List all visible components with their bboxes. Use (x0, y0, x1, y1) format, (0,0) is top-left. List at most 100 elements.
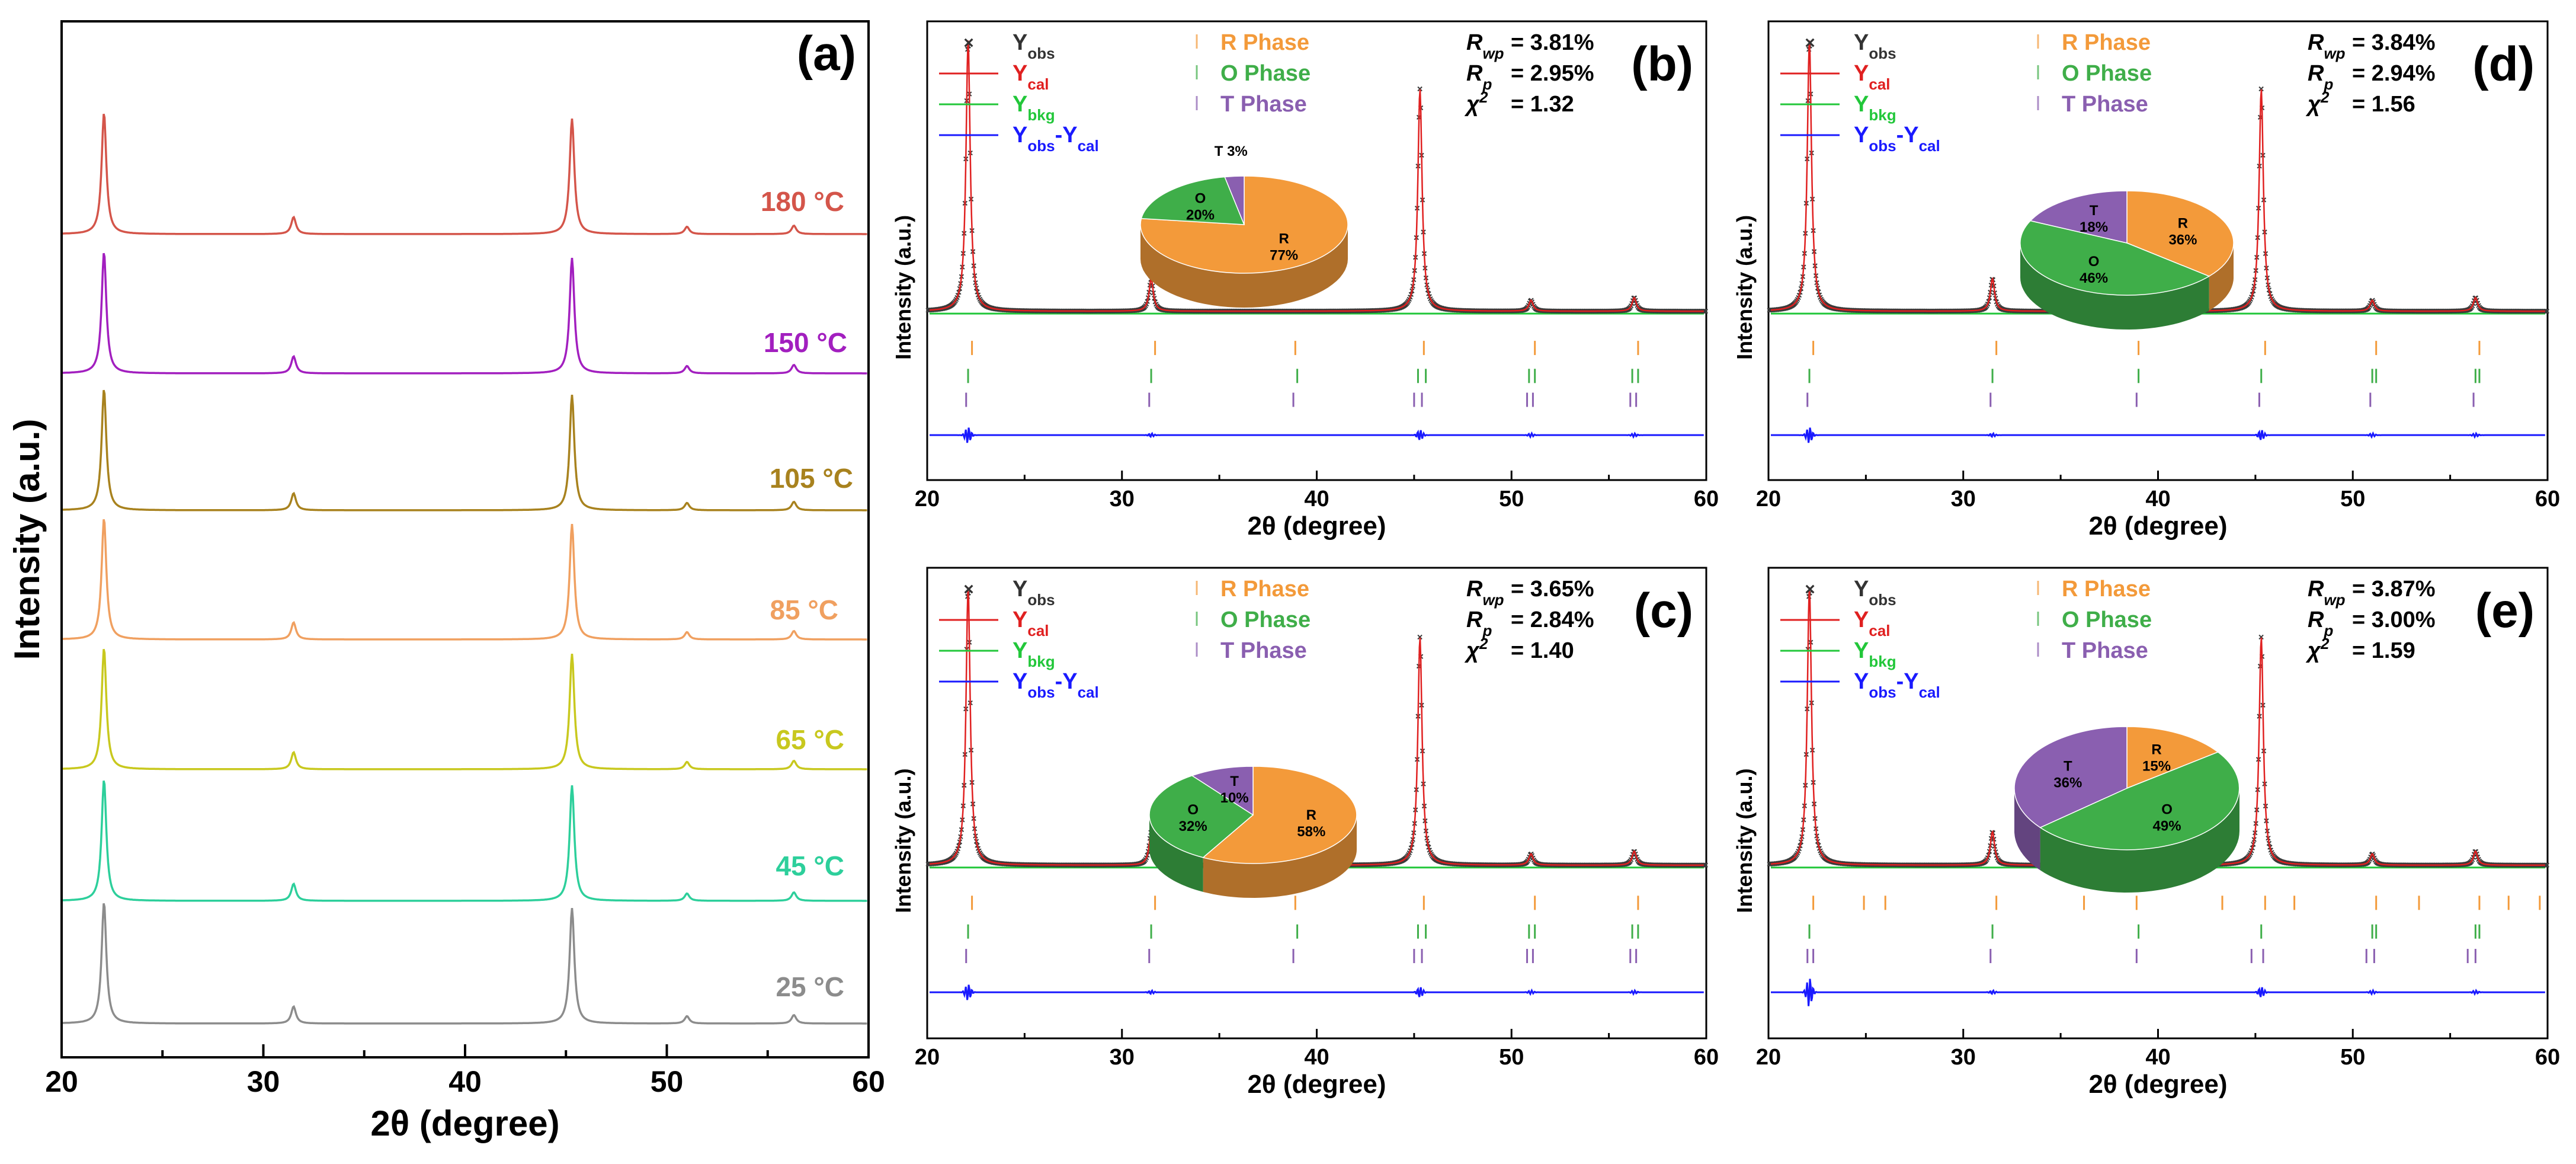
stat-value: = 3.84% (2352, 30, 2436, 55)
stat-script: wp (2324, 591, 2345, 609)
panel-label: (e) (2475, 584, 2535, 638)
stat-value: = 3.65% (1511, 577, 1594, 602)
stat-script: wp (1482, 591, 1504, 609)
series-label: 180 °C (761, 186, 844, 217)
stat-eq: = (2352, 607, 2372, 632)
stat-value: = 1.40 (1511, 638, 1574, 663)
stat-eq: = (1511, 30, 1530, 55)
stat-script: 2 (2320, 635, 2330, 653)
stat-main: R (1466, 577, 1483, 602)
pie-label-phase: O (2161, 802, 2173, 818)
legend-sub: cal (1027, 622, 1049, 639)
legend-main: Y (1013, 607, 1027, 632)
diff-line (1771, 427, 2545, 443)
legend-marker: × (963, 33, 974, 53)
stat-eq: = (1511, 92, 1530, 117)
series-line (63, 903, 867, 1025)
panel-e: 20 30 40 50 60 2θ (degree) Intensity (a.u.) × Yo… (1732, 567, 2560, 1099)
x-tick-label: 20 (45, 1065, 78, 1098)
x-axis-title: 2θ (degree) (1247, 1070, 1386, 1099)
stat-script: 2 (1479, 88, 1488, 106)
legend-label: Yobs-Ycal (1854, 669, 1940, 701)
legend-label: Ycal (1013, 61, 1049, 93)
x-tick-label: 60 (852, 1065, 885, 1098)
phase-legend-label: O Phase (1220, 607, 1311, 632)
phase-legend-label: T Phase (1220, 92, 1307, 117)
stat-label: χ2 (1464, 635, 1488, 663)
stat-number: 1.40 (1530, 638, 1574, 663)
pie-label-phase: O (2088, 254, 2100, 270)
x-tick-label: 30 (1951, 1045, 1976, 1070)
stat-number: 1.59 (2372, 638, 2415, 663)
y-axis-title: Intensity (a.u.) (1732, 769, 1757, 913)
y-axis-title: Intensity (a.u.) (891, 215, 915, 360)
pie-side (1140, 225, 1348, 308)
stat-number: 1.56 (2372, 92, 2415, 117)
pie-chart: R58% O32% T10% (1149, 766, 1357, 898)
pie-slice-T (1224, 175, 1245, 225)
pie-label-phase: R (1306, 807, 1316, 823)
x-tick-label: 60 (2535, 1045, 2560, 1070)
legend-sub: obs (1027, 683, 1055, 701)
pie-label-phase: T (2064, 758, 2072, 774)
pie-side (1203, 815, 1357, 898)
x-tick-label: 30 (1110, 1045, 1135, 1070)
legend-sub: cal (1027, 75, 1049, 93)
legend-label: Yobs (1013, 577, 1055, 609)
stat-number: 2.95% (1530, 61, 1594, 86)
x-tick-label: 60 (1694, 487, 1719, 511)
pie-slice-O (2039, 752, 2240, 850)
stat-label: Rp (1466, 61, 1492, 93)
phase-legend-label: T Phase (2062, 92, 2148, 117)
stat-script: p (2323, 75, 2333, 93)
stat-number: 3.65% (1530, 577, 1594, 602)
panel-label: (a) (797, 27, 856, 81)
stat-label: χ2 (2305, 88, 2330, 117)
stat-number: 3.81% (1530, 30, 1594, 55)
stat-label: Rwp (2308, 30, 2346, 62)
diff-line (930, 984, 1704, 1000)
x-tick-label: 40 (1304, 487, 1329, 511)
phase-legend-label: R Phase (1220, 30, 1309, 55)
series-line (63, 389, 867, 511)
diff-line (930, 427, 1704, 443)
stat-main: R (2308, 577, 2324, 602)
stat-number: 2.94% (2372, 61, 2436, 86)
pie-slice-R (2126, 190, 2234, 277)
pie-label-phase: T (1230, 773, 1239, 789)
pie-label-phase: R (2178, 215, 2188, 231)
x-tick-label: 40 (448, 1065, 482, 1098)
pie-label-pct: 36% (2053, 775, 2082, 791)
legend-item: Yobs-Ycal (939, 669, 1099, 701)
legend-item: Ybkg (939, 638, 1055, 670)
stat-value: = 2.84% (1511, 607, 1594, 632)
legend-label: Yobs-Ycal (1013, 669, 1099, 701)
stat-value: = 2.95% (1511, 61, 1594, 86)
x-tick-label: 30 (247, 1065, 280, 1098)
x-axis-title: 2θ (degree) (2088, 1070, 2227, 1099)
stat-label: Rp (1466, 607, 1492, 639)
legend-item: Yobs-Ycal (1780, 669, 1940, 701)
legend-sub: obs (1027, 137, 1055, 155)
legend-item: Ycal (1780, 61, 1891, 93)
pie-label-phase: R (1279, 231, 1289, 247)
legend-label: Ybkg (1854, 638, 1896, 670)
x-tick-label: 20 (915, 487, 940, 511)
pie-side (2014, 788, 2040, 871)
stat-value: = 2.94% (2352, 61, 2436, 86)
stat-script: p (2323, 622, 2333, 639)
legend-main: Y (1013, 638, 1027, 663)
x-tick-label: 40 (2145, 1045, 2170, 1070)
legend-mid: -Y (1055, 123, 1078, 148)
legend-item: Yobs-Ycal (939, 123, 1099, 155)
pie-slice-T (1191, 766, 1254, 816)
legend-sub: obs (1869, 591, 1896, 609)
legend-sub: cal (1869, 75, 1890, 93)
x-tick-label: 40 (1304, 1045, 1329, 1070)
stat-script: 2 (2320, 88, 2330, 106)
plot-frame (60, 20, 870, 1059)
stat-number: 3.00% (2372, 607, 2436, 632)
pie-label-phase: O (1195, 190, 1206, 206)
legend-main: Y (1013, 577, 1027, 602)
phase-legend-label: R Phase (2062, 30, 2151, 55)
